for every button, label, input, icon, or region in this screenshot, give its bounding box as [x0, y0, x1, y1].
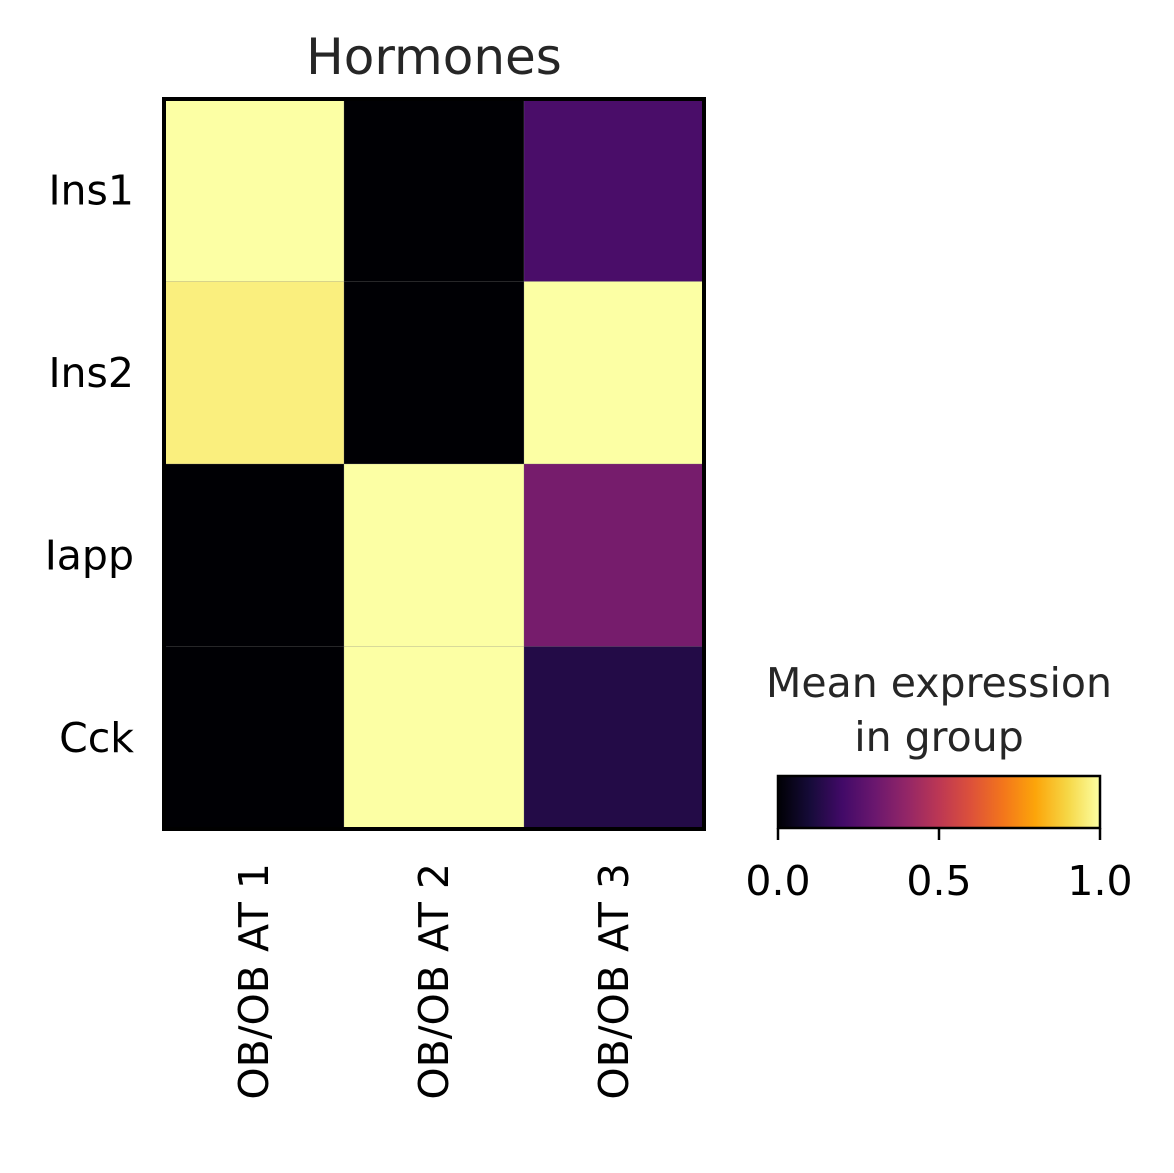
heatmap-cells [163, 98, 705, 830]
heatmap-cell-cck-col3 [523, 646, 705, 830]
colorbar: Mean expression in group 0.0 0.5 1.0 [745, 659, 1132, 905]
heatmap-cell-ins1-col1 [163, 98, 345, 282]
colorbar-tick-label-2: 1.0 [1067, 857, 1132, 905]
row-label-ins1: Ins1 [48, 166, 134, 214]
colorbar-title-line1: Mean expression [766, 659, 1112, 707]
column-label-1: OB/OB AT 1 [230, 863, 278, 1100]
heatmap-cell-cck-col2 [343, 646, 525, 830]
heatmap-cell-ins2-col2 [343, 281, 525, 465]
heatmap-frame [162, 97, 706, 831]
chart-title: Hormones [306, 28, 562, 86]
heatmap-cell-iapp-col3 [523, 463, 705, 647]
heatmap-cell-cck-col1 [163, 646, 345, 830]
column-labels: OB/OB AT 1 OB/OB AT 2 OB/OB AT 3 [230, 863, 638, 1100]
heatmap-cell-ins2-col3 [523, 281, 705, 465]
colorbar-ticks: 0.0 0.5 1.0 [745, 828, 1133, 905]
row-labels: Ins1 Ins2 Iapp Cck [45, 166, 135, 762]
heatmap-cell-ins2-col1 [163, 281, 345, 465]
colorbar-title-line2: in group [854, 713, 1024, 761]
heatmap-cell-iapp-col2 [343, 463, 525, 647]
colorbar-tick-label-0: 0.0 [745, 857, 810, 905]
row-label-cck: Cck [59, 714, 134, 762]
colorbar-gradient [778, 776, 1100, 828]
heatmap-cell-ins1-col2 [343, 98, 525, 282]
heatmap-cell-ins1-col3 [523, 98, 705, 282]
heatmap-cell-iapp-col1 [163, 463, 345, 647]
row-label-ins2: Ins2 [48, 349, 134, 397]
colorbar-tick-label-1: 0.5 [906, 857, 971, 905]
column-label-2: OB/OB AT 2 [410, 863, 458, 1100]
column-label-3: OB/OB AT 3 [590, 863, 638, 1100]
row-label-iapp: Iapp [45, 531, 134, 579]
